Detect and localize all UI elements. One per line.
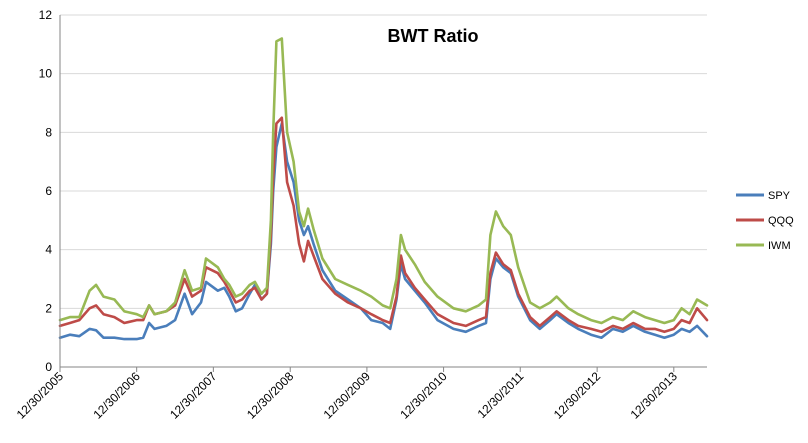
legend-label-spy: SPY [768,190,791,202]
y-tick-label: 0 [45,360,52,374]
y-tick-label: 6 [45,184,52,198]
series-line-qqq [58,116,709,334]
chart-title: BWT Ratio [388,26,479,46]
legend-label-iwm: IWM [768,240,791,252]
y-tick-labels: 0 2 4 6 8 10 12 [39,8,53,374]
y-tick-label: 12 [39,8,53,22]
y-tick-label: 4 [45,243,52,257]
y-tick-label: 2 [45,301,52,315]
series-line-iwm [58,37,709,325]
legend-label-qqq: QQQ [768,215,794,227]
series-line-spy [58,122,709,341]
series-lines [58,37,709,341]
legend: SPY QQQ IWM [736,190,794,252]
y-tick-label: 10 [39,67,53,81]
y-tick-label: 8 [45,125,52,139]
axes [59,15,707,372]
gridlines [60,14,707,309]
